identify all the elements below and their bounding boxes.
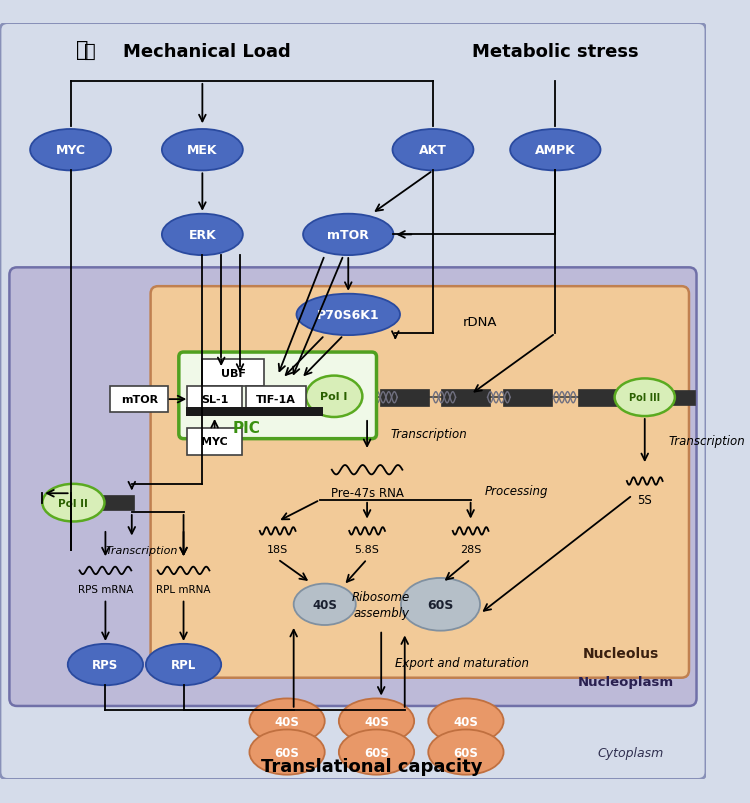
FancyBboxPatch shape [96, 495, 134, 511]
Text: Mechanical Load: Mechanical Load [123, 43, 291, 61]
FancyBboxPatch shape [246, 386, 306, 413]
Text: 60S: 60S [427, 598, 454, 611]
FancyBboxPatch shape [178, 353, 376, 439]
Ellipse shape [250, 730, 325, 775]
Text: 5S: 5S [638, 494, 652, 507]
Text: RPL mRNA: RPL mRNA [156, 584, 211, 594]
Text: AKT: AKT [419, 144, 447, 157]
Text: Transcription: Transcription [391, 428, 467, 441]
Text: RPS: RPS [92, 658, 118, 671]
FancyBboxPatch shape [151, 287, 689, 678]
FancyBboxPatch shape [10, 268, 697, 706]
Ellipse shape [428, 699, 503, 744]
Text: 40S: 40S [312, 598, 338, 611]
FancyBboxPatch shape [0, 23, 706, 780]
Ellipse shape [428, 730, 503, 775]
Ellipse shape [401, 578, 480, 631]
Text: RPS mRNA: RPS mRNA [78, 584, 133, 594]
Text: Cytoplasm: Cytoplasm [598, 746, 664, 759]
Text: Transcription: Transcription [106, 545, 178, 556]
Text: Translational capacity: Translational capacity [261, 757, 482, 775]
Text: ERK: ERK [188, 229, 216, 242]
Text: mTOR: mTOR [327, 229, 369, 242]
Text: 18S: 18S [267, 544, 288, 554]
Ellipse shape [306, 376, 362, 418]
Text: Pol II: Pol II [58, 498, 88, 508]
Text: Nucleolus: Nucleolus [583, 646, 659, 660]
Text: ⁠🏋: ⁠🏋 [83, 43, 95, 61]
Ellipse shape [615, 379, 675, 417]
Text: 60S: 60S [274, 746, 299, 759]
Text: P70S6K1: P70S6K1 [317, 308, 380, 321]
Text: Metabolic stress: Metabolic stress [472, 43, 639, 61]
Ellipse shape [146, 644, 221, 686]
FancyBboxPatch shape [442, 389, 491, 406]
Ellipse shape [392, 130, 473, 171]
Text: 40S: 40S [274, 715, 299, 728]
Text: 5.8S: 5.8S [355, 544, 380, 554]
FancyBboxPatch shape [380, 389, 429, 406]
FancyBboxPatch shape [661, 390, 694, 406]
Text: Transcription: Transcription [668, 434, 745, 447]
Ellipse shape [303, 214, 394, 256]
Ellipse shape [162, 130, 243, 171]
Text: Pol I: Pol I [320, 392, 348, 402]
Text: MYC: MYC [56, 144, 86, 157]
Ellipse shape [339, 699, 414, 744]
Text: UBF: UBF [221, 369, 246, 378]
Text: Nucleoplasm: Nucleoplasm [578, 675, 674, 688]
Text: Pol III: Pol III [629, 393, 660, 403]
FancyBboxPatch shape [188, 429, 242, 455]
Ellipse shape [510, 130, 601, 171]
Text: mTOR: mTOR [121, 394, 158, 405]
Ellipse shape [68, 644, 143, 686]
Text: MEK: MEK [187, 144, 218, 157]
FancyBboxPatch shape [110, 386, 169, 413]
Text: AMPK: AMPK [535, 144, 576, 157]
Ellipse shape [339, 730, 414, 775]
Text: RPL: RPL [171, 658, 196, 671]
Text: Ribosome
assembly: Ribosome assembly [352, 590, 410, 619]
Ellipse shape [294, 584, 356, 626]
FancyBboxPatch shape [503, 389, 551, 406]
Text: Pre-47s RNA: Pre-47s RNA [331, 486, 404, 499]
FancyBboxPatch shape [202, 360, 265, 387]
FancyBboxPatch shape [188, 386, 242, 413]
Text: MYC: MYC [201, 437, 228, 447]
Ellipse shape [42, 484, 104, 522]
Text: 60S: 60S [364, 746, 389, 759]
Text: ⁠🏋️: ⁠🏋️ [76, 40, 88, 60]
Text: 40S: 40S [364, 715, 389, 728]
Text: 28S: 28S [460, 544, 482, 554]
Text: TIF-1A: TIF-1A [256, 394, 296, 405]
Text: SL-1: SL-1 [201, 394, 228, 405]
Ellipse shape [30, 130, 111, 171]
Ellipse shape [250, 699, 325, 744]
Text: Processing: Processing [484, 484, 548, 497]
FancyBboxPatch shape [578, 389, 627, 406]
Ellipse shape [296, 295, 400, 336]
Text: rDNA: rDNA [463, 316, 497, 329]
Text: Export and maturation: Export and maturation [395, 656, 530, 670]
Text: PIC: PIC [232, 420, 260, 435]
Text: 40S: 40S [454, 715, 478, 728]
FancyBboxPatch shape [186, 407, 322, 417]
Ellipse shape [162, 214, 243, 256]
Text: 60S: 60S [454, 746, 478, 759]
